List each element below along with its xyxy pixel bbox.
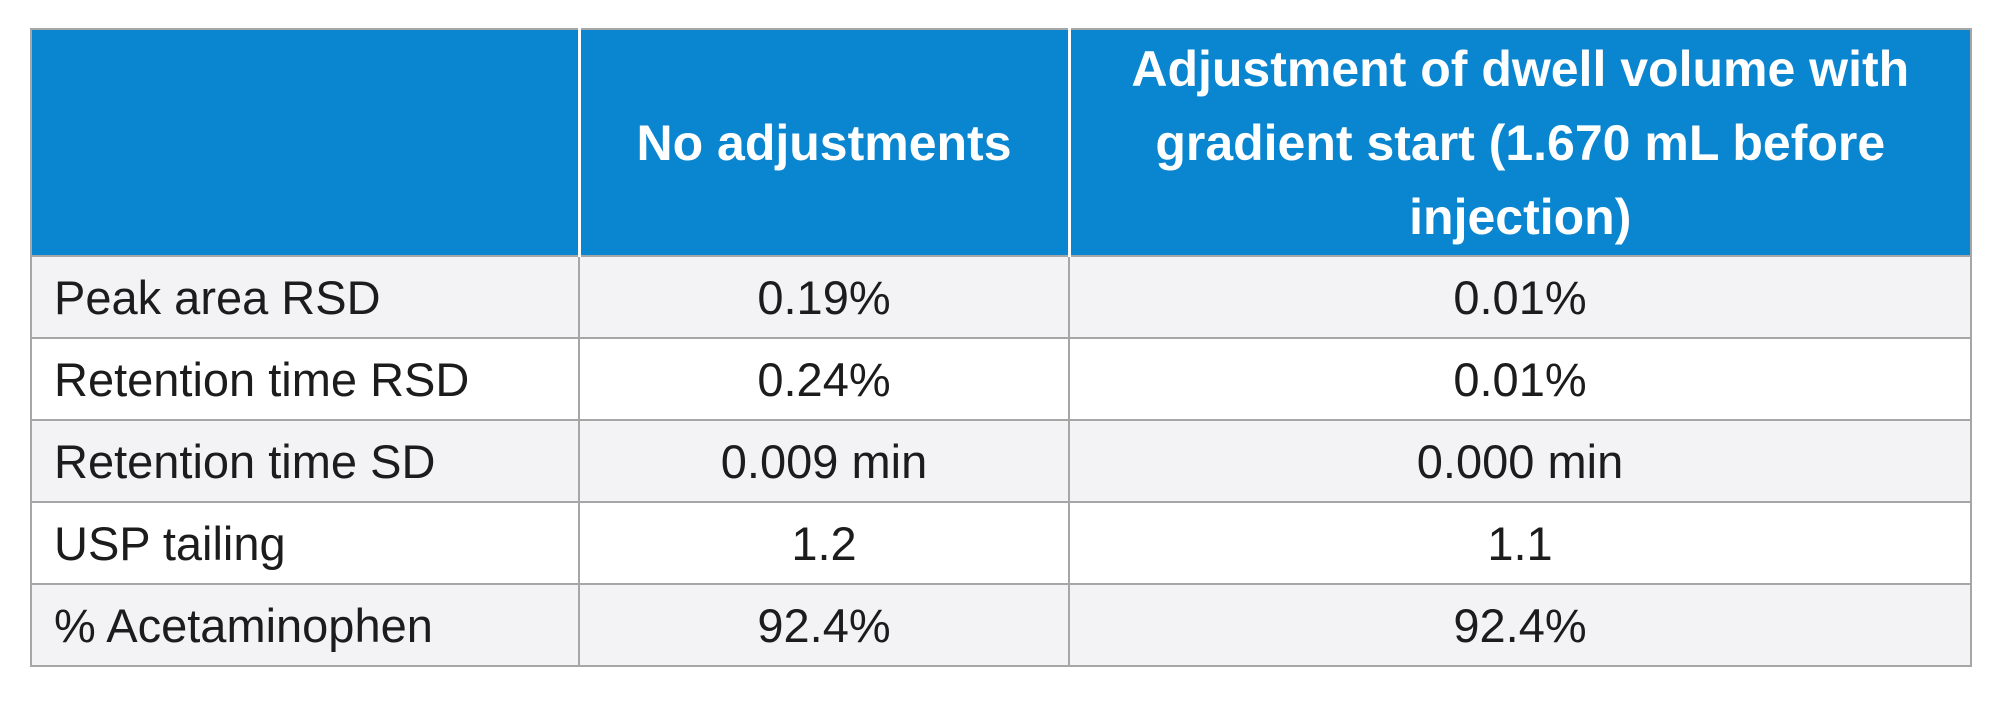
cell-no-adjustments: 92.4% [578, 583, 1070, 667]
table-header-row: No adjustments Adjustment of dwell volum… [30, 28, 1972, 257]
results-table: No adjustments Adjustment of dwell volum… [30, 28, 1972, 667]
header-no-adjustments-label: No adjustments [636, 114, 1012, 171]
header-empty-cell [30, 28, 580, 257]
cell-no-adjustments: 0.19% [578, 255, 1070, 339]
row-label: % Acetaminophen [30, 583, 580, 667]
cell-no-adjustments: 1.2 [578, 501, 1070, 585]
cell-no-adjustments: 0.009 min [578, 419, 1070, 503]
row-label: Peak area RSD [30, 255, 580, 339]
cell-adjusted: 1.1 [1068, 501, 1972, 585]
header-dwell-volume-adjustment: Adjustment of dwell volume with gradient… [1067, 28, 1972, 257]
header-dwell-volume-adjustment-label: Adjustment of dwell volume with gradient… [1131, 40, 1910, 245]
header-no-adjustments: No adjustments [577, 28, 1070, 257]
table-row: % Acetaminophen 92.4% 92.4% [30, 583, 1972, 667]
cell-no-adjustments: 0.24% [578, 337, 1070, 421]
cell-adjusted: 0.000 min [1068, 419, 1972, 503]
table-row: Retention time SD 0.009 min 0.000 min [30, 419, 1972, 503]
cell-adjusted: 92.4% [1068, 583, 1972, 667]
row-label: Retention time SD [30, 419, 580, 503]
table-row: Retention time RSD 0.24% 0.01% [30, 337, 1972, 421]
cell-adjusted: 0.01% [1068, 337, 1972, 421]
row-label: USP tailing [30, 501, 580, 585]
table-row: Peak area RSD 0.19% 0.01% [30, 255, 1972, 339]
cell-adjusted: 0.01% [1068, 255, 1972, 339]
table-row: USP tailing 1.2 1.1 [30, 501, 1972, 585]
row-label: Retention time RSD [30, 337, 580, 421]
